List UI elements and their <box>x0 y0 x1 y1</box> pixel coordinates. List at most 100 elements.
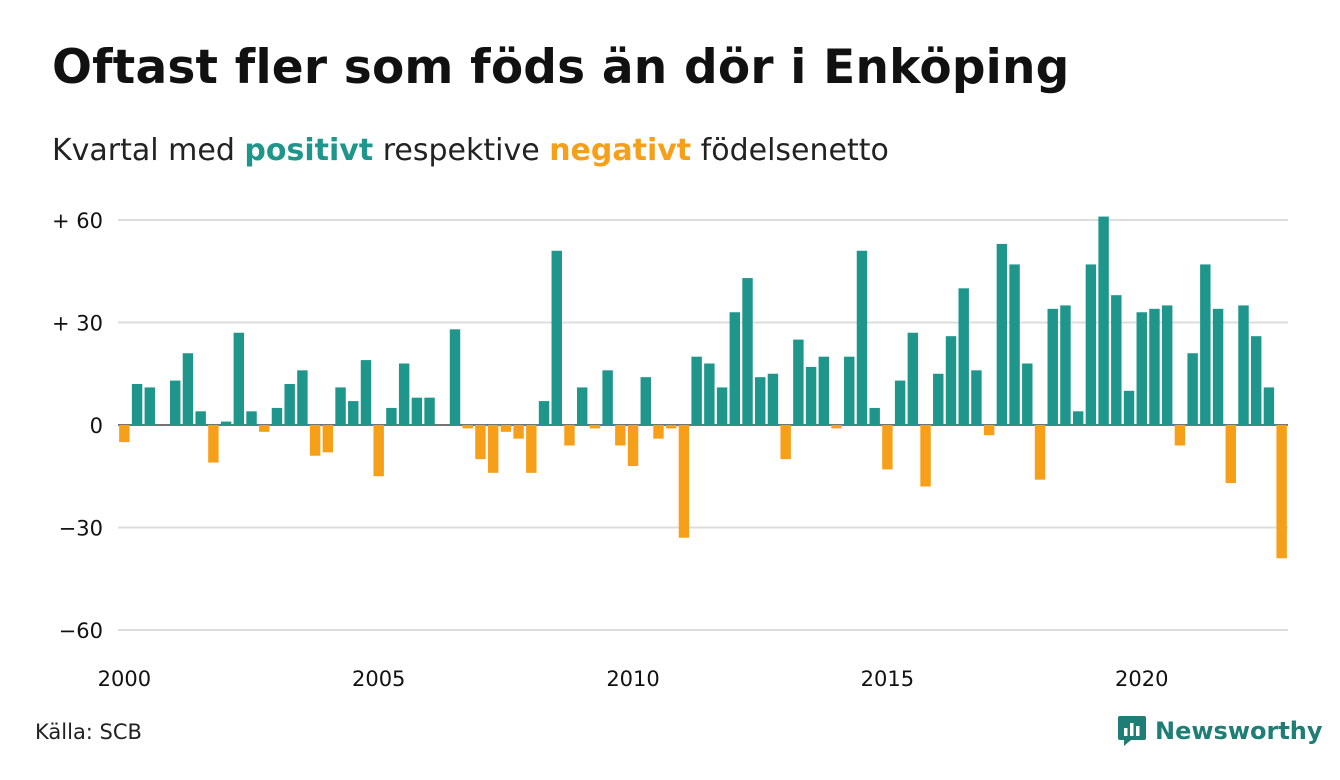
bar-negative <box>983 425 995 436</box>
bar-positive <box>182 353 194 425</box>
bar-positive <box>958 288 969 425</box>
bar-negative <box>589 425 601 429</box>
bar-negative <box>119 425 130 443</box>
x-tick-label: 2010 <box>606 667 659 691</box>
bar-positive <box>449 329 461 425</box>
x-tick-label: 2020 <box>1115 667 1168 691</box>
bar-positive <box>551 250 562 425</box>
bar-positive <box>691 356 702 425</box>
bar-positive <box>996 243 1008 425</box>
bar-positive <box>195 411 206 425</box>
bar-negative <box>882 425 893 470</box>
bar-positive <box>1111 295 1122 425</box>
bar-negative <box>831 425 842 429</box>
bar-negative <box>615 425 626 446</box>
bar-positive <box>1022 363 1033 425</box>
x-tick-label: 2005 <box>352 667 405 691</box>
bar-positive <box>1161 305 1173 425</box>
bar-positive <box>1238 305 1249 425</box>
bar-negative <box>564 425 575 446</box>
y-tick-label: + 60 <box>52 209 103 233</box>
bar-positive <box>729 312 741 425</box>
bar-positive <box>971 370 982 425</box>
bar-positive <box>424 397 435 425</box>
brand: Newsworthy <box>1117 714 1323 748</box>
bar-negative <box>920 425 931 487</box>
bar-negative <box>259 425 270 432</box>
y-tick-label: −30 <box>59 517 103 541</box>
bar-positive <box>1047 308 1058 425</box>
y-axis-labels: + 60 + 30 0 −30 −60 <box>52 209 103 643</box>
bar-negative <box>526 425 537 473</box>
bar-positive <box>640 377 651 425</box>
bar-positive <box>284 384 295 425</box>
subtitle-negative-word: negativt <box>549 133 692 168</box>
bar-positive <box>144 387 156 425</box>
bar-negative <box>373 425 384 477</box>
bar-positive <box>360 360 372 425</box>
bar-negative <box>322 425 334 453</box>
bar-positive <box>1060 305 1071 425</box>
bar-positive <box>170 380 181 425</box>
bar-positive <box>335 387 346 425</box>
bar-positive <box>602 370 613 425</box>
bar-positive <box>271 407 283 425</box>
bar-positive <box>131 384 143 425</box>
y-tick-label: −60 <box>59 619 103 643</box>
bar-negative <box>665 425 677 429</box>
bar-positive <box>742 278 753 425</box>
bar-positive <box>755 377 766 425</box>
bar-positive <box>411 397 423 425</box>
bar-positive <box>1098 216 1109 425</box>
bar-positive <box>1149 308 1160 425</box>
bar-negative <box>487 425 499 473</box>
y-tick-label: + 30 <box>52 312 103 336</box>
subtitle-middle: respektive <box>373 133 550 168</box>
bar-negative <box>1276 425 1287 559</box>
bar-positive <box>1200 264 1211 425</box>
subtitle-prefix: Kvartal med <box>52 133 245 168</box>
bar-positive <box>1263 387 1275 425</box>
bar-positive <box>1187 353 1198 425</box>
subtitle-positive-word: positivt <box>244 133 374 168</box>
x-tick-label: 2000 <box>98 667 151 691</box>
bar-positive <box>246 411 257 425</box>
brand-name: Newsworthy <box>1155 717 1323 745</box>
x-tick-label: 2015 <box>861 667 914 691</box>
bar-positive <box>793 339 804 425</box>
bar-negative <box>678 425 690 538</box>
bar-positive <box>856 250 868 425</box>
bar-positive <box>805 366 817 425</box>
bar-negative <box>627 425 639 466</box>
bar-positive <box>1009 264 1020 425</box>
bar-positive <box>844 356 855 425</box>
bar-negative <box>208 425 219 463</box>
bar-positive <box>1250 336 1262 425</box>
bar-positive <box>348 401 359 425</box>
bar-negative <box>653 425 664 439</box>
bar-positive <box>818 356 830 425</box>
bar-positive <box>869 407 880 425</box>
bar-positive <box>945 336 957 425</box>
y-tick-label: 0 <box>90 414 103 438</box>
bar-positive <box>907 332 919 425</box>
bar-positive <box>1072 411 1084 425</box>
x-axis-labels: 2000 2005 2010 2015 2020 <box>98 667 1169 691</box>
bar-negative <box>462 425 473 429</box>
newsworthy-logo-icon <box>1118 716 1146 746</box>
bar-positive <box>704 363 715 425</box>
bar-positive <box>894 380 906 425</box>
bar-negative <box>1225 425 1236 484</box>
bar-positive <box>220 421 232 425</box>
bar-negative <box>475 425 486 460</box>
bar-positive <box>538 401 550 425</box>
subtitle-suffix: födelsenetto <box>691 133 889 168</box>
bar-positive <box>398 363 410 425</box>
bar-positive <box>1085 264 1097 425</box>
source-note: Källa: SCB <box>35 720 142 744</box>
bar-positive <box>1212 308 1224 425</box>
bar-positive <box>233 332 245 425</box>
bar-positive <box>297 370 308 425</box>
bar-negative <box>500 425 512 432</box>
